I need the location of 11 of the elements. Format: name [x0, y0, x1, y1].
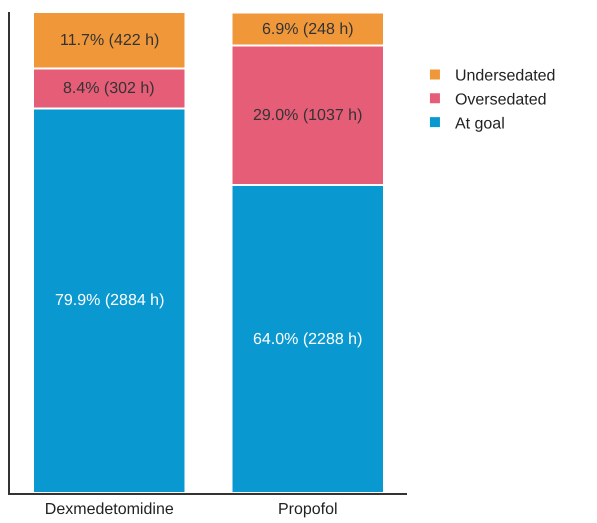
x-tick-label: Propofol [278, 500, 338, 518]
data-label: 6.9% (248 h) [262, 21, 354, 38]
data-label: 79.9% (2884 h) [55, 292, 164, 309]
data-label: 8.4% (302 h) [63, 80, 155, 97]
legend-label: At goal [454, 115, 505, 132]
legend-label: Oversedated [454, 92, 547, 109]
x-tick-label: Dexmedetomidine [44, 500, 174, 518]
data-label: 11.7% (422 h) [60, 32, 160, 49]
data-label: 29.0% (1037 h) [253, 107, 362, 124]
legend-label: Undersedated [454, 68, 556, 85]
data-label: 64.0% (2288 h) [253, 331, 362, 348]
